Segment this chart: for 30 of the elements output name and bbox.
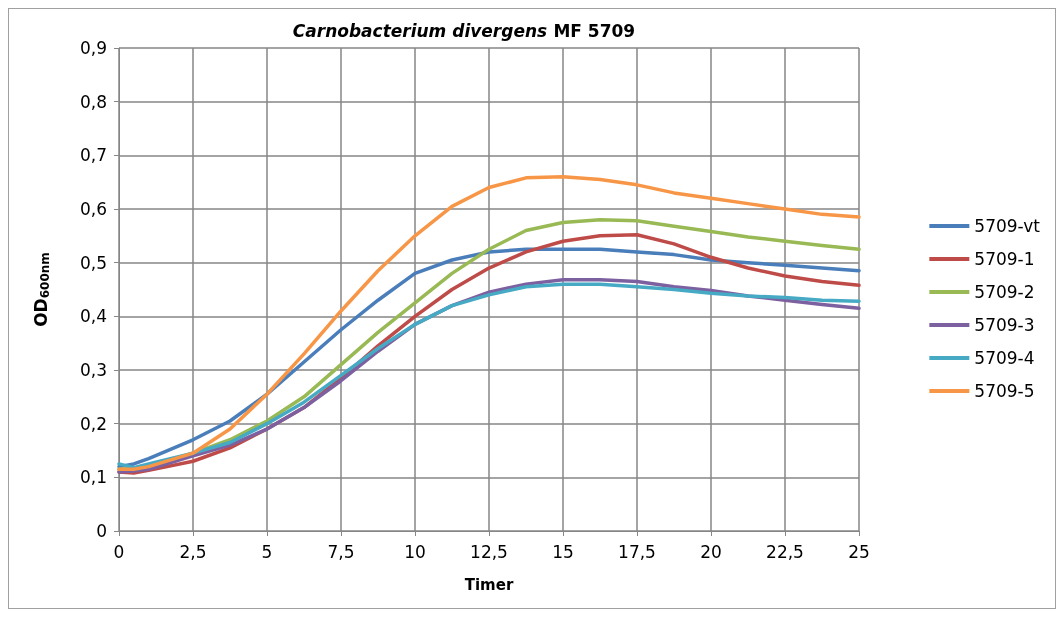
y-tick-label: 0,1 (79, 467, 107, 488)
legend-label: 5709-1 (974, 249, 1035, 269)
y-tick-label: 0 (96, 521, 107, 541)
x-tick-label: 10 (404, 541, 426, 562)
y-tick-label: 0,9 (79, 38, 107, 58)
y-tick-label: 0,7 (79, 145, 107, 166)
x-axis-title: Timer (464, 575, 514, 594)
y-tick-label: 0,6 (79, 199, 107, 219)
legend-label: 5709-5 (974, 381, 1035, 401)
x-tick-label: 25 (848, 541, 870, 562)
x-tick-label: 20 (700, 541, 722, 562)
x-tick-label: 2,5 (179, 541, 207, 562)
chart-title: Carnobacterium divergens MF 5709 (292, 21, 636, 41)
y-tick-label: 0,4 (79, 306, 107, 327)
y-tick-label: 0,3 (79, 360, 107, 380)
x-tick-label: 5 (261, 541, 273, 562)
legend-label: 5709-vt (974, 216, 1041, 236)
x-tick-label: 22,5 (766, 541, 804, 562)
y-tick-label: 0,2 (79, 413, 107, 434)
y-tick-label: 0,8 (79, 91, 107, 112)
legend-label: 5709-4 (974, 348, 1035, 368)
y-axis-title: OD600nm (31, 252, 52, 327)
x-tick-label: 0 (113, 541, 125, 562)
x-tick-label: 15 (552, 541, 574, 562)
x-tick-label: 17,5 (618, 541, 656, 562)
legend-label: 5709-2 (974, 282, 1035, 302)
y-tick-label: 0,5 (79, 252, 107, 273)
x-tick-label: 12,5 (470, 541, 508, 562)
x-tick-label: 7,5 (327, 541, 355, 562)
legend-label: 5709-3 (974, 315, 1035, 335)
